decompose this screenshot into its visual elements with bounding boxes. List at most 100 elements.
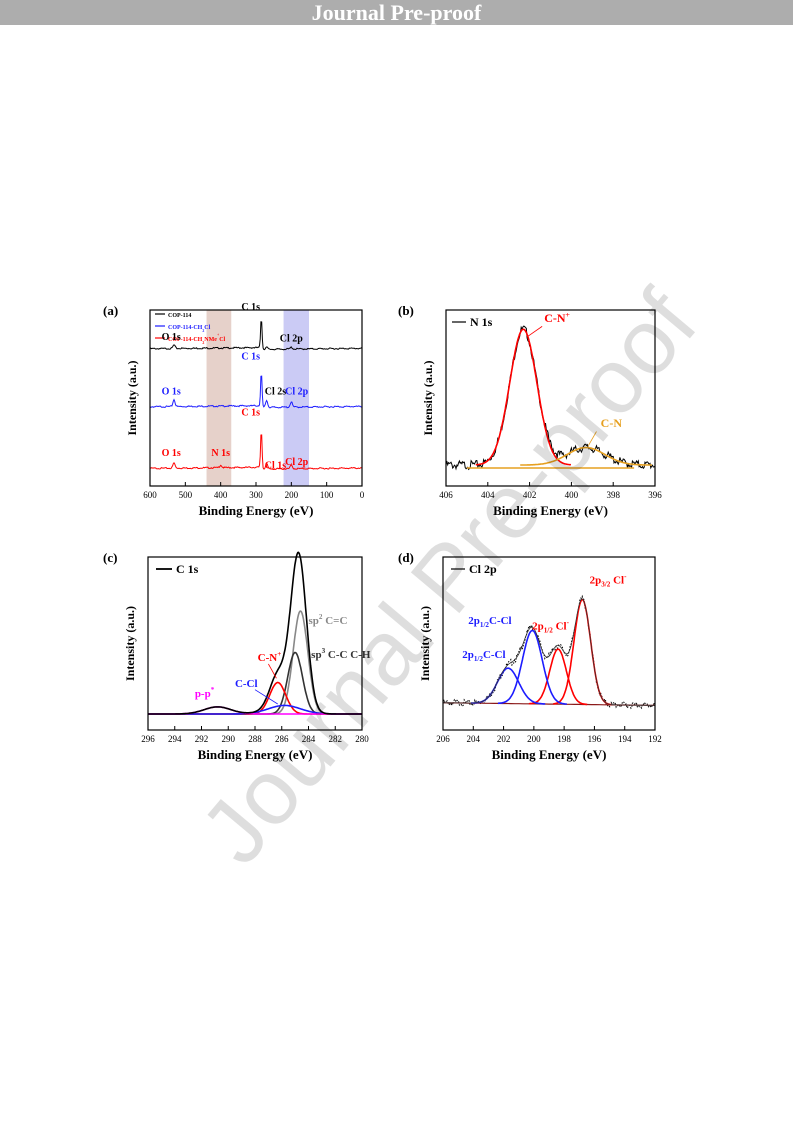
panel-a: COP-114 COP-114-CH2​ClCOP-114-CH2​NMe+​Cl… <box>103 302 365 518</box>
y-axis-label-c: Intensity (a.u.) <box>123 606 137 681</box>
legend-label-1: COP-114-CH2​Cl <box>168 325 211 333</box>
peak-annotation-4: C 1s <box>241 351 260 362</box>
panel-c: sp2​ C=C sp3​ C-C C-H C-N+​ C-Cl p-p*​ C 1s 29… <box>103 550 371 762</box>
peak-label-1: 2p1/2​ Cl-​ <box>532 618 570 634</box>
x-tick-label-d-3: 200 <box>527 734 541 744</box>
peak-annotation-7: O 1s <box>162 448 181 459</box>
panel-b: C-N+​ C-N N 1s 406 404 402 400 398 396 Binding En… <box>398 303 662 518</box>
series-line-1 <box>149 375 363 409</box>
x-tick-label-a-2: 400 <box>214 490 228 500</box>
peak-label-0: C-N+​ <box>544 310 570 325</box>
peak-annotation-11: Cl 2p <box>285 457 309 468</box>
fit-peak-0 <box>475 328 572 466</box>
peak-label-4: p-p*​ <box>195 686 215 700</box>
peak-annotation-6: Cl 2p <box>285 386 309 397</box>
x-tick-label-c-0: 296 <box>141 734 155 744</box>
x-tick-label-c-6: 284 <box>302 734 316 744</box>
shaded-region-0 <box>206 310 232 486</box>
panel-label-d: (d) <box>398 550 414 565</box>
plot-frame-b <box>445 309 656 487</box>
raw-spectrum <box>442 594 656 710</box>
fit-peak-1 <box>520 446 652 466</box>
x-tick-label-d-1: 204 <box>467 734 481 744</box>
y-axis-label-d: Intensity (a.u.) <box>418 606 432 681</box>
x-axis-label-d: Binding Energy (eV) <box>492 747 607 762</box>
peak-annotation-8: N 1s <box>211 448 230 459</box>
peak-annotation-10: Cl 1s <box>265 460 287 471</box>
y-axis-label-b: Intensity (a.u.) <box>421 360 435 435</box>
x-tick-label-a-4: 200 <box>285 490 299 500</box>
peak-label-2: C-N+​ <box>258 650 282 664</box>
peak-pointer-1 <box>587 431 597 447</box>
x-axis-label-c: Binding Energy (eV) <box>198 747 313 762</box>
x-tick-label-d-6: 194 <box>618 734 632 744</box>
peak-label-0: sp2​ C=C <box>309 613 348 627</box>
x-tick-label-c-5: 286 <box>275 734 289 744</box>
panel-label-a: (a) <box>103 303 118 318</box>
peak-label-2: 2p1/2​C-Cl <box>468 615 511 629</box>
series-line-0 <box>149 321 363 351</box>
x-tick-label-a-5: 100 <box>320 490 334 500</box>
peak-pointer-2 <box>268 663 277 679</box>
peak-label-0: 2p3/2​ Cl-​ <box>590 573 628 589</box>
legend-label: C 1s <box>176 562 199 576</box>
x-tick-label-d-7: 192 <box>648 734 662 744</box>
peak-label-3: C-Cl <box>235 678 258 690</box>
fit-peak-1 <box>528 648 588 706</box>
x-tick-label-c-3: 290 <box>222 734 236 744</box>
fit-peak-0 <box>553 598 612 706</box>
x-tick-label-d-5: 196 <box>588 734 602 744</box>
x-tick-label-b-2: 402 <box>523 490 537 500</box>
x-tick-label-c-1: 294 <box>168 734 182 744</box>
x-tick-label-d-0: 206 <box>436 734 450 744</box>
raw-spectrum <box>445 325 656 471</box>
legend-label: Cl 2p <box>469 562 497 576</box>
legend-label-2: COP-114-CH2​NMe+​Cl <box>168 333 226 345</box>
peak-annotation-0: O 1s <box>162 332 181 343</box>
x-tick-label-b-1: 404 <box>481 490 495 500</box>
plot-frame-d <box>442 556 656 731</box>
x-tick-label-c-4: 288 <box>248 734 262 744</box>
panel-d: 2p3/2​ Cl-​ 2p1/2​ Cl-​ 2p1/2​C-Cl 2p1/2​C-… <box>398 550 662 762</box>
journal-banner: Journal Pre-proof <box>0 0 793 25</box>
x-tick-label-a-6: 0 <box>360 490 365 500</box>
x-tick-label-c-7: 282 <box>329 734 343 744</box>
x-tick-label-a-0: 600 <box>143 490 157 500</box>
peak-label-1: sp3​ C-C C-H <box>311 647 371 661</box>
peak-annotation-2: Cl 2p <box>280 334 304 345</box>
x-tick-label-a-1: 500 <box>179 490 193 500</box>
x-tick-label-b-0: 406 <box>439 490 453 500</box>
peak-annotation-9: C 1s <box>241 408 260 419</box>
peak-annotation-1: C 1s <box>241 302 260 313</box>
x-tick-label-d-2: 202 <box>497 734 511 744</box>
y-axis-label-a: Intensity (a.u.) <box>125 360 139 435</box>
peak-annotation-3: O 1s <box>162 386 181 397</box>
x-tick-label-c-2: 292 <box>195 734 209 744</box>
x-tick-label-c-8: 280 <box>355 734 369 744</box>
x-tick-label-a-3: 300 <box>249 490 263 500</box>
panel-label-c: (c) <box>103 550 117 565</box>
envelope-spectrum <box>443 598 655 706</box>
peak-annotation-5: Cl 2s <box>265 386 287 397</box>
x-tick-label-d-4: 198 <box>557 734 571 744</box>
fit-peak-2 <box>497 629 567 705</box>
x-tick-label-b-3: 400 <box>565 490 579 500</box>
x-tick-label-b-4: 398 <box>606 490 620 500</box>
peak-label-3: 2p1/2​C-Cl <box>462 649 505 663</box>
shaded-region-1 <box>283 310 309 486</box>
peak-pointer-3 <box>254 689 278 705</box>
series-line-2 <box>149 434 363 471</box>
peak-label-1: C-N <box>601 416 623 430</box>
fit-peak-3 <box>148 704 362 715</box>
plot-frame-c <box>147 556 363 731</box>
peak-pointer-0 <box>527 326 543 337</box>
x-axis-label-b: Binding Energy (eV) <box>493 503 608 518</box>
legend-label-0: COP-114 <box>168 313 191 319</box>
panel-label-b: (b) <box>398 303 414 318</box>
fit-peak-3 <box>471 667 546 705</box>
envelope-spectrum <box>148 551 362 715</box>
legend-label: N 1s <box>470 315 493 329</box>
x-axis-label-a: Binding Energy (eV) <box>199 503 314 518</box>
x-tick-label-b-5: 396 <box>648 490 662 500</box>
